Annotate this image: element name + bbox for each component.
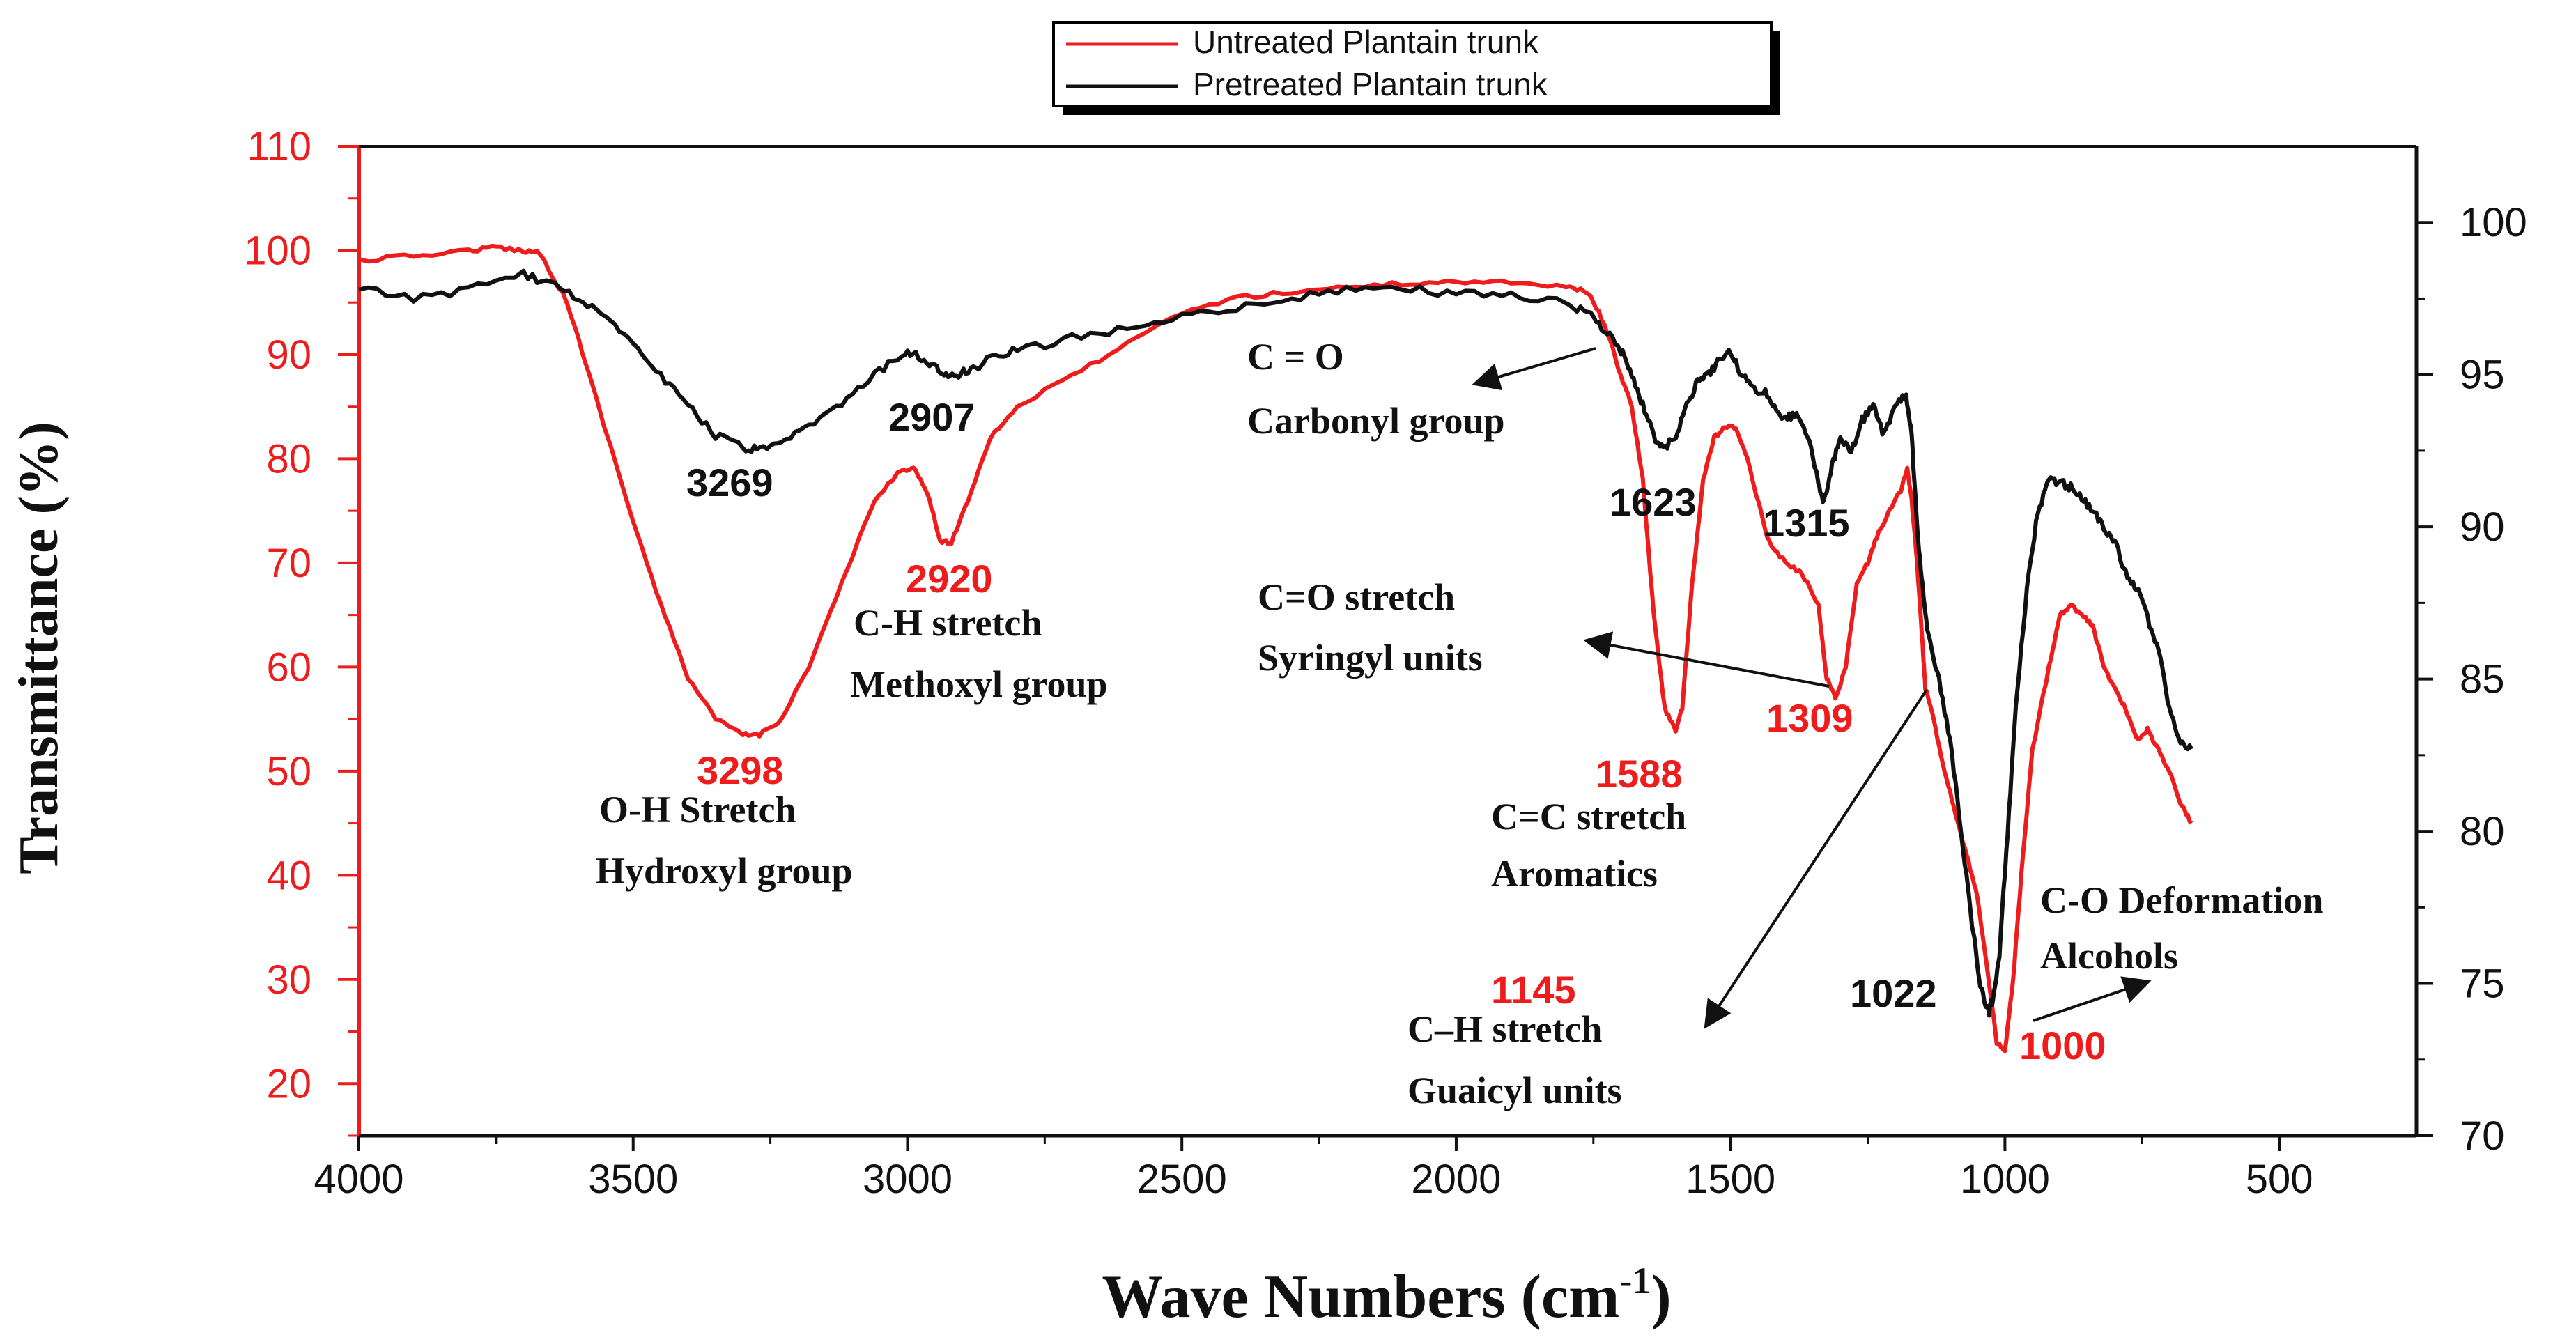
y-left-tick-label: 90 — [266, 332, 311, 378]
y-left-tick-label: 80 — [266, 436, 311, 481]
series-line-pretreated — [358, 268, 2193, 1018]
x-tick-label: 3500 — [588, 1157, 678, 1202]
arrow-guaicyl — [1704, 688, 1928, 1029]
band-co-deformation: C-O Deformation — [2040, 879, 2323, 921]
plot-frame — [357, 145, 2419, 1138]
x-tick-label: 1500 — [1686, 1157, 1775, 1202]
peak-label-1145: 1145 — [1491, 968, 1576, 1012]
band-ch-stretch: C-H stretch — [854, 602, 1042, 644]
y-left-tick-label: 50 — [266, 749, 311, 794]
band-cc-stretch: C=C stretch — [1491, 796, 1686, 837]
arrow-carbonyl — [1472, 347, 1596, 391]
peak-label-2920: 2920 — [906, 557, 993, 601]
y-left-tick-label: 40 — [266, 853, 311, 898]
x-tick-label: 2500 — [1137, 1157, 1227, 1202]
band-ch-stretch-guaicyl: C–H stretch — [1407, 1008, 1602, 1050]
series-line-untreated — [358, 243, 2193, 1053]
legend: Untreated Plantain trunk Pretreated Plan… — [1052, 21, 1780, 115]
band-alcohols: Alcohols — [2040, 935, 2178, 977]
y-right-tick-label: 90 — [2460, 504, 2505, 550]
x-tick-label: 3000 — [863, 1157, 952, 1202]
peak-label-1022: 1022 — [1850, 971, 1937, 1015]
band-co: C = O — [1247, 336, 1344, 378]
annotation-arrows — [1472, 347, 2152, 1029]
legend-label-untreated: Untreated Plantain trunk — [1193, 24, 1539, 60]
y-right-tick-label: 85 — [2460, 657, 2505, 702]
arrow-alcohols — [2033, 976, 2152, 1022]
x-tick-label: 2000 — [1411, 1157, 1501, 1202]
x-axis-title: Wave Numbers (cm-1) — [1102, 1260, 1671, 1331]
right-axis-ticks: 70 75 80 85 90 95 100 — [2416, 200, 2527, 1159]
band-co-stretch: C=O stretch — [1258, 576, 1455, 618]
peak-label-1315: 1315 — [1763, 501, 1850, 545]
legend-label-pretreated: Pretreated Plantain trunk — [1193, 66, 1548, 102]
y-left-tick-label: 20 — [266, 1061, 311, 1106]
y-right-tick-label: 70 — [2460, 1113, 2505, 1159]
band-aromatics: Aromatics — [1491, 853, 1658, 895]
band-methoxyl-group: Methoxyl group — [850, 663, 1108, 705]
peak-label-1000: 1000 — [2019, 1024, 2106, 1067]
band-oh-stretch: O-H Stretch — [599, 789, 796, 831]
x-tick-label: 1000 — [1960, 1157, 2050, 1202]
annotations: 3298 3269 2920 2907 1623 1315 1309 1588 … — [596, 336, 2323, 1111]
y-left-tick-label: 100 — [244, 228, 311, 273]
y-axis-title: Transmittance (%) — [8, 422, 70, 874]
y-left-tick-label: 110 — [247, 124, 311, 169]
peak-label-3269: 3269 — [686, 461, 773, 504]
legend-box — [1052, 21, 1773, 107]
x-tick-label: 500 — [2246, 1157, 2313, 1202]
arrow-syringyl — [1583, 631, 1830, 688]
peak-label-1588: 1588 — [1596, 752, 1683, 796]
band-syringyl-units: Syringyl units — [1258, 637, 1483, 679]
x-axis-ticks: 4000 3500 3000 2500 2000 1500 1000 500 — [314, 1136, 2313, 1202]
band-guaicyl-units: Guaicyl units — [1407, 1069, 1622, 1111]
peak-label-2907: 2907 — [888, 395, 975, 439]
peak-label-3298: 3298 — [697, 748, 784, 792]
left-axis-ticks: 20 30 40 50 60 70 80 90 100 110 — [244, 124, 359, 1137]
y-right-tick-label: 95 — [2460, 353, 2505, 398]
y-left-tick-label: 60 — [266, 644, 311, 690]
y-right-tick-label: 75 — [2460, 961, 2505, 1007]
y-left-tick-label: 70 — [266, 541, 311, 586]
peak-label-1623: 1623 — [1610, 480, 1697, 524]
y-right-tick-label: 100 — [2460, 200, 2527, 245]
peak-label-1309: 1309 — [1766, 696, 1853, 740]
y-left-tick-label: 30 — [266, 957, 311, 1003]
x-tick-label: 4000 — [314, 1157, 403, 1202]
band-carbonyl-group: Carbonyl group — [1247, 400, 1505, 442]
y-right-tick-label: 80 — [2460, 809, 2505, 854]
band-hydroxyl-group: Hydroxyl group — [596, 850, 853, 892]
